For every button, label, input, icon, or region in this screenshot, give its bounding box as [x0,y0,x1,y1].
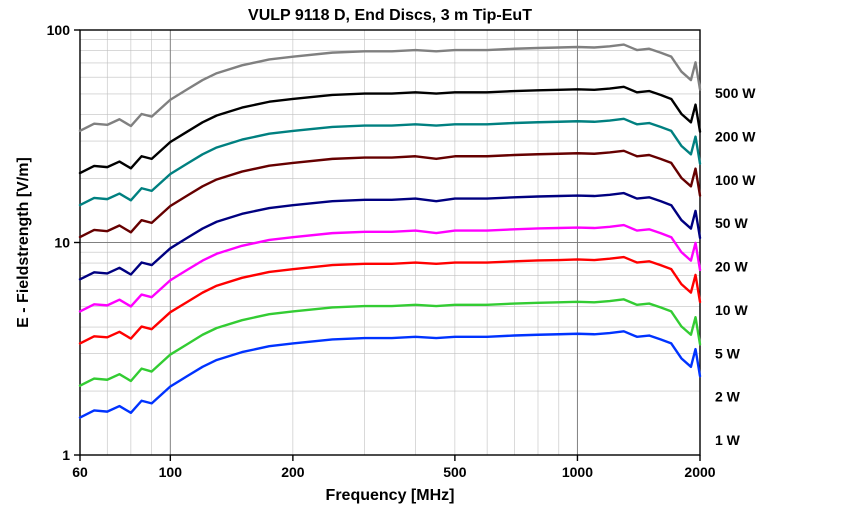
x-tick-label: 100 [159,464,183,480]
legend-label: 50 W [715,215,748,231]
y-tick-label: 10 [54,235,70,251]
chart-svg: 60 100 200 500 1000 2000 1 10 100 500 W 200 W 100… [0,0,849,520]
legend-label: 10 W [715,302,748,318]
x-tick-label: 500 [443,464,467,480]
legend-label: 200 W [715,128,756,144]
series-100W [80,119,700,205]
legend-label: 1 W [715,432,741,448]
y-tick-label: 1 [62,447,70,463]
series-10W [80,225,700,311]
x-tick-label: 1000 [562,464,593,480]
series-200W [80,87,700,173]
legend-label: 20 W [715,259,748,275]
x-tick-label: 60 [72,464,88,480]
x-tick-label: 200 [281,464,305,480]
series-2W [80,299,700,385]
legend-label: 2 W [715,389,741,405]
legend-label: 100 W [715,172,756,188]
chart-title: VULP 9118 D, End Discs, 3 m Tip-EuT [248,7,532,24]
y-tick-label: 100 [47,22,71,38]
x-tick-label: 2000 [684,464,715,480]
y-axis-label: E - Fieldstrength [V/m] [15,157,32,328]
series-20W [80,193,700,279]
chart-container: { "chart": { "type": "line-loglog", "tit… [0,0,849,520]
x-axis-label: Frequency [MHz] [326,487,455,504]
series-1W [80,331,700,417]
legend-label: 500 W [715,85,756,101]
legend-label: 5 W [715,345,741,361]
